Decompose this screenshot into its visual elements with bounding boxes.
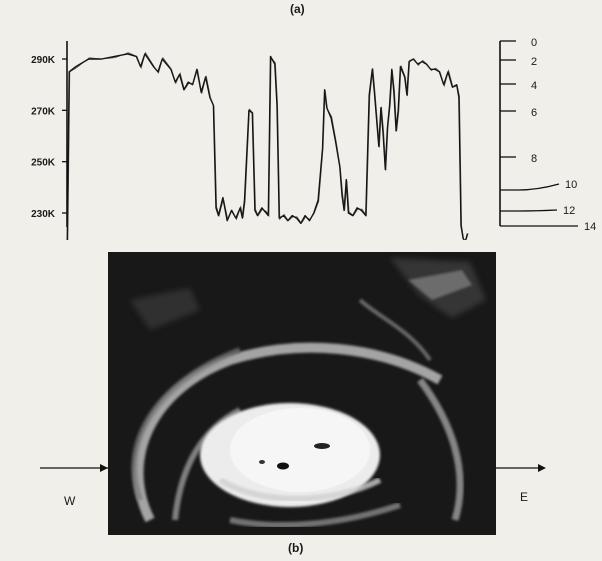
left-axis-tick-label: 270K — [31, 106, 56, 117]
right-axis-tick-label: 12 — [563, 205, 575, 217]
panel-a-caption: (a) — [290, 2, 305, 16]
right-axis-tick-label: 4 — [531, 80, 537, 92]
right-axis-tick-label: 14 — [584, 221, 596, 233]
brightness-trace — [66, 53, 469, 240]
panel-b-caption: (b) — [288, 541, 304, 555]
left-axis-tick-label: 290K — [31, 55, 56, 66]
right-axis-leader — [500, 209, 558, 212]
hurricane-eye — [277, 462, 289, 470]
west-label: W — [64, 494, 76, 508]
satellite-photo-group — [108, 252, 496, 535]
right-axis-leader — [500, 183, 560, 191]
brightness-temperature-chart: 290K270K250K230K210K02468101214 — [31, 37, 596, 240]
left-axis-tick-label: 230K — [31, 209, 56, 220]
right-axis-tick-label: 10 — [565, 179, 577, 191]
right-axis-tick-label: 6 — [531, 107, 537, 119]
right-axis-tick-label: 2 — [531, 56, 537, 68]
left-axis-tick-label: 250K — [31, 158, 56, 169]
brightness-trace-noise — [67, 51, 469, 240]
right-axis-tick-label: 0 — [531, 37, 537, 49]
right-axis-tick-label: 8 — [531, 153, 537, 165]
east-label: E — [520, 490, 529, 504]
